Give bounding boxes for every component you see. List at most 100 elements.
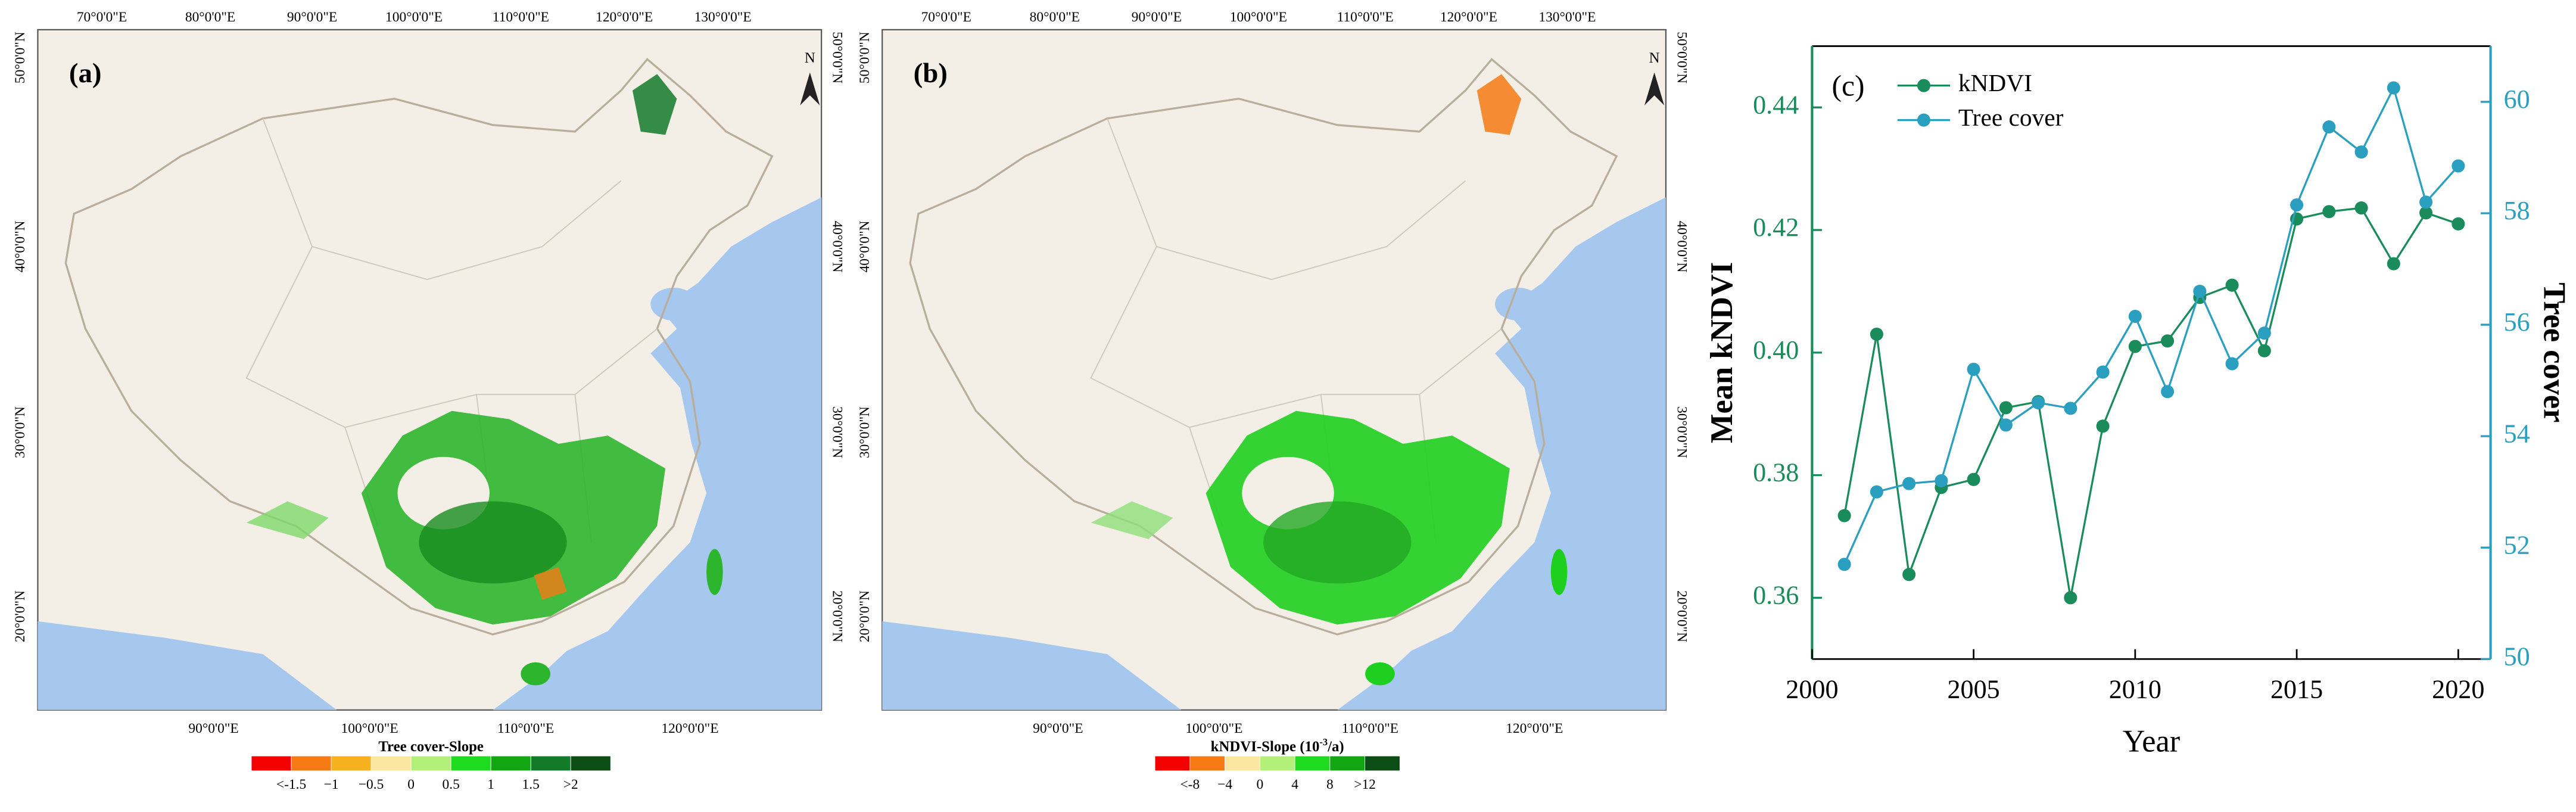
series-marker bbox=[1870, 485, 1883, 499]
legend-swatch bbox=[490, 755, 531, 771]
series-marker bbox=[1837, 558, 1851, 571]
y-axis-label: Mean kNDVI bbox=[1705, 262, 1739, 443]
series-marker bbox=[2387, 81, 2400, 95]
lon-label: 90°0'0"E bbox=[287, 10, 337, 25]
legend-swatch bbox=[1294, 755, 1331, 771]
lon-label: 110°0'0"E bbox=[497, 721, 554, 736]
north-arrow bbox=[800, 72, 820, 105]
lon-label: 110°0'0"E bbox=[493, 10, 549, 25]
sea bbox=[1337, 197, 1666, 710]
x-tick-label: 2000 bbox=[1786, 675, 1838, 704]
vegetation bbox=[246, 501, 329, 539]
x-axis-label: Year bbox=[2123, 724, 2181, 759]
lon-label: 70°0'0"E bbox=[921, 10, 971, 25]
series-marker bbox=[2257, 326, 2271, 340]
legend-label: >2 bbox=[563, 777, 578, 792]
legend-label: 1 bbox=[487, 777, 494, 792]
series-marker bbox=[2193, 284, 2207, 298]
legend-swatch bbox=[1259, 755, 1295, 771]
north-label: N bbox=[805, 50, 815, 66]
series-marker bbox=[2419, 195, 2433, 209]
panel-label: (b) bbox=[914, 58, 948, 89]
series-marker bbox=[1935, 474, 1948, 488]
y2-tick-label: 56 bbox=[2504, 307, 2530, 337]
lon-label: 130°0'0"E bbox=[694, 10, 752, 25]
series-marker bbox=[2387, 257, 2400, 270]
lat-label: 50°0'0"N bbox=[830, 32, 845, 83]
series-marker bbox=[2096, 365, 2110, 379]
lon-label: 130°0'0"E bbox=[1538, 10, 1596, 25]
series-marker bbox=[1870, 327, 1883, 341]
y-tick-label: 0.42 bbox=[1753, 213, 1799, 242]
legend-swatch bbox=[291, 755, 332, 771]
map-panel: (b) N 70°0'0"E 80°0'0"E 90°0'0"E 100°0'0"E 110… bbox=[857, 10, 1689, 792]
legend-label: 0.5 bbox=[443, 777, 460, 792]
y-tick-label: 0.44 bbox=[1753, 90, 1799, 119]
legend-swatch bbox=[1154, 755, 1191, 771]
series-marker bbox=[2128, 310, 2142, 323]
lon-label: 100°0'0"E bbox=[341, 721, 398, 736]
series-marker bbox=[2096, 419, 2110, 433]
lon-label: 120°0'0"E bbox=[1440, 10, 1497, 25]
series-marker bbox=[2064, 591, 2077, 605]
legend-label: −1 bbox=[324, 777, 339, 792]
lon-label: 90°0'0"E bbox=[1132, 10, 1182, 25]
legend-label: −4 bbox=[1217, 777, 1232, 792]
island bbox=[706, 549, 723, 595]
legend-title-text: kNDVI-Slope (10 bbox=[1211, 739, 1320, 755]
lon-label: 100°0'0"E bbox=[1230, 10, 1287, 25]
north-label: N bbox=[1649, 50, 1660, 66]
legend-label: <-1.5 bbox=[276, 777, 306, 792]
panel-label: (c) bbox=[1831, 70, 1864, 102]
series-marker bbox=[2032, 396, 2045, 410]
lon-label: 90°0'0"E bbox=[1033, 721, 1083, 736]
vegetation bbox=[1263, 501, 1412, 584]
x-tick-label: 2010 bbox=[2109, 675, 2161, 704]
series-marker bbox=[2225, 278, 2239, 292]
lon-label: 70°0'0"E bbox=[77, 10, 127, 25]
sea bbox=[493, 197, 822, 710]
sea bbox=[38, 621, 337, 710]
lon-label: 90°0'0"E bbox=[188, 721, 238, 736]
lat-label: 50°0'0"N bbox=[13, 32, 28, 83]
y-tick-label: 0.38 bbox=[1753, 458, 1799, 487]
vegetation bbox=[419, 501, 567, 584]
lon-label: 100°0'0"E bbox=[385, 10, 443, 25]
lon-label: 120°0'0"E bbox=[661, 721, 718, 736]
vegetation bbox=[1091, 501, 1173, 539]
legend-title: Tree cover-Slope bbox=[378, 739, 484, 755]
legend-swatch bbox=[1329, 755, 1366, 771]
legend-label: <-8 bbox=[1180, 777, 1200, 792]
series-marker bbox=[1837, 509, 1851, 522]
lat-label: 20°0'0"N bbox=[1674, 590, 1689, 642]
series-marker bbox=[2452, 159, 2465, 173]
y2-axis-label: Tree cover bbox=[2537, 282, 2572, 422]
island bbox=[1550, 549, 1568, 595]
lat-label: 30°0'0"N bbox=[830, 406, 845, 458]
series-marker bbox=[1902, 477, 1916, 490]
lat-label: 30°0'0"N bbox=[857, 406, 873, 458]
legend-swatch bbox=[1225, 755, 1260, 771]
series-marker bbox=[1967, 472, 1980, 486]
legend-marker bbox=[1917, 113, 1930, 127]
lon-label: 100°0'0"E bbox=[1185, 721, 1242, 736]
vegetation bbox=[1477, 74, 1522, 135]
lon-label: 110°0'0"E bbox=[1342, 721, 1398, 736]
y-tick-label: 0.36 bbox=[1753, 581, 1799, 610]
vegetation bbox=[632, 74, 677, 135]
legend-title-text: Tree cover-Slope bbox=[378, 739, 484, 755]
series-marker bbox=[1902, 568, 1916, 581]
x-tick-label: 2015 bbox=[2270, 675, 2323, 704]
legend-swatch bbox=[1365, 755, 1400, 771]
bay bbox=[650, 287, 697, 321]
legend-label: kNDVI bbox=[1958, 69, 2032, 97]
lat-label: 40°0'0"N bbox=[1674, 220, 1689, 272]
island bbox=[521, 662, 551, 686]
y2-tick-label: 60 bbox=[2504, 85, 2530, 114]
legend-label: Tree cover bbox=[1958, 104, 2064, 131]
bay bbox=[1495, 287, 1541, 321]
province-lines bbox=[1090, 118, 1502, 543]
sea bbox=[882, 621, 1182, 710]
x-tick-label: 2020 bbox=[2432, 675, 2484, 704]
y2-tick-label: 58 bbox=[2504, 196, 2530, 225]
